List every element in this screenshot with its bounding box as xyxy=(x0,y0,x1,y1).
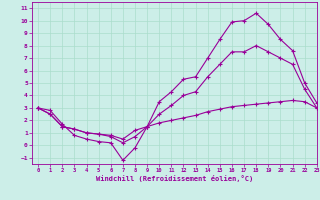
X-axis label: Windchill (Refroidissement éolien,°C): Windchill (Refroidissement éolien,°C) xyxy=(96,175,253,182)
